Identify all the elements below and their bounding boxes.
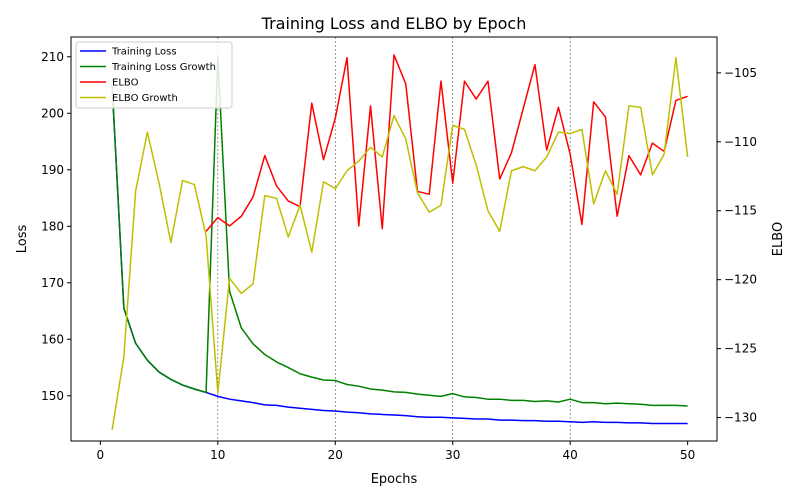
legend: Training Loss Training Loss Growth ELBO ELB… bbox=[75, 41, 233, 109]
right-y-tick-label: −110 bbox=[724, 135, 757, 149]
x-axis-ticks: 0 10 20 30 40 50 bbox=[97, 441, 695, 462]
x-tick-label: 0 bbox=[97, 448, 105, 462]
left-y-tick-label: 150 bbox=[41, 389, 64, 403]
legend-box bbox=[75, 41, 233, 109]
x-axis-label: Epochs bbox=[371, 472, 418, 487]
chart-title: Training Loss and ELBO by Epoch bbox=[261, 14, 527, 33]
series-line-elbo-growth bbox=[111, 56, 689, 431]
legend-label-elbo: ELBO bbox=[112, 78, 139, 89]
x-tick-label: 50 bbox=[680, 448, 695, 462]
left-y-axis-label: Loss bbox=[15, 225, 30, 254]
left-y-tick-label: 170 bbox=[41, 276, 64, 290]
left-y-axis-ticks: 150 160 170 180 190 200 210 bbox=[41, 50, 71, 403]
series-line-training-loss-growth bbox=[111, 56, 688, 407]
x-tick-label: 10 bbox=[210, 448, 225, 462]
x-tick-label: 20 bbox=[328, 448, 343, 462]
right-y-axis-label: ELBO bbox=[771, 222, 786, 256]
left-y-tick-label: 200 bbox=[41, 106, 64, 120]
right-y-axis-ticks: −130 −125 −120 −115 −110 −105 bbox=[717, 66, 757, 425]
right-y-tick-label: −120 bbox=[724, 273, 757, 287]
right-y-tick-label: −115 bbox=[724, 204, 757, 218]
x-tick-label: 30 bbox=[445, 448, 460, 462]
vertical-gridlines bbox=[217, 37, 571, 441]
legend-label-training-loss-growth: Training Loss Growth bbox=[111, 62, 216, 73]
series-lines bbox=[111, 54, 689, 431]
x-tick-label: 40 bbox=[563, 448, 578, 462]
left-y-tick-label: 160 bbox=[41, 332, 64, 346]
series-line-training-loss bbox=[111, 84, 688, 425]
right-y-tick-label: −130 bbox=[724, 411, 757, 425]
right-y-tick-label: −105 bbox=[724, 66, 757, 80]
legend-items: Training Loss Training Loss Growth ELBO ELB… bbox=[80, 47, 216, 104]
left-y-tick-label: 180 bbox=[41, 219, 64, 233]
plot-frame bbox=[70, 36, 718, 442]
legend-label-training-loss: Training Loss bbox=[111, 47, 177, 58]
series-line-elbo bbox=[205, 54, 688, 232]
left-y-tick-label: 210 bbox=[41, 50, 64, 64]
left-y-tick-label: 190 bbox=[41, 163, 64, 177]
right-y-tick-label: −125 bbox=[724, 342, 757, 356]
legend-label-elbo-growth: ELBO Growth bbox=[112, 93, 178, 104]
